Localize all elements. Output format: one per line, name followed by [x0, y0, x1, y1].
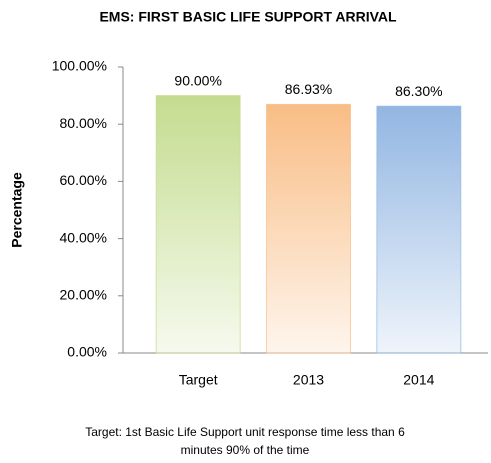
chart-title: EMS: FIRST BASIC LIFE SUPPORT ARRIVAL: [99, 9, 397, 25]
y-tick-label: 20.00%: [60, 287, 107, 303]
value-label: 86.30%: [395, 83, 442, 99]
x-tick-label: 2014: [403, 372, 434, 388]
y-tick-label: 80.00%: [60, 115, 107, 131]
footnote: minutes 90% of the time: [181, 443, 310, 457]
value-label: 90.00%: [174, 72, 221, 88]
y-tick-label: 100.00%: [52, 58, 107, 74]
y-axis-label: Percentage: [9, 172, 25, 248]
footnote: Target: 1st Basic Life Support unit resp…: [85, 425, 405, 439]
y-tick-label: 60.00%: [60, 172, 107, 188]
bar: [266, 103, 351, 354]
x-tick-label: 2013: [293, 372, 324, 388]
x-tick-label: Target: [179, 372, 218, 388]
y-tick-label: 0.00%: [67, 344, 107, 360]
y-tick-label: 40.00%: [60, 229, 107, 245]
value-label: 86.93%: [285, 81, 332, 97]
bar: [376, 105, 462, 354]
bar: [155, 95, 241, 354]
